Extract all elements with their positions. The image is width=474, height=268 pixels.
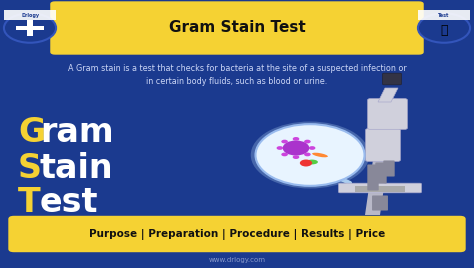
Circle shape <box>283 140 309 155</box>
Text: Gram Stain Test: Gram Stain Test <box>169 20 305 35</box>
Text: Purpose | Preparation | Procedure | Results | Price: Purpose | Preparation | Procedure | Resu… <box>89 229 385 240</box>
Ellipse shape <box>306 159 318 164</box>
Text: 🧪: 🧪 <box>440 24 448 37</box>
Circle shape <box>292 137 299 141</box>
FancyBboxPatch shape <box>375 162 387 184</box>
FancyBboxPatch shape <box>383 73 401 85</box>
Polygon shape <box>378 88 398 102</box>
Circle shape <box>255 124 365 186</box>
Polygon shape <box>365 125 393 215</box>
Circle shape <box>251 121 369 188</box>
Text: in certain body fluids, such as blood or urine.: in certain body fluids, such as blood or… <box>146 77 328 87</box>
FancyBboxPatch shape <box>308 227 462 247</box>
FancyBboxPatch shape <box>372 195 388 211</box>
FancyBboxPatch shape <box>27 20 33 36</box>
Circle shape <box>292 155 299 159</box>
Text: tain: tain <box>40 151 114 184</box>
Text: S: S <box>18 151 42 184</box>
Circle shape <box>4 13 56 43</box>
Ellipse shape <box>312 153 328 157</box>
Circle shape <box>276 146 283 150</box>
Circle shape <box>309 146 315 150</box>
FancyBboxPatch shape <box>418 10 470 20</box>
Text: T: T <box>18 187 41 219</box>
Text: Drlogy: Drlogy <box>21 13 39 18</box>
Circle shape <box>304 140 311 143</box>
FancyBboxPatch shape <box>50 1 424 55</box>
Text: G: G <box>18 117 46 150</box>
FancyBboxPatch shape <box>367 165 379 191</box>
FancyBboxPatch shape <box>4 10 56 20</box>
Text: A Gram stain is a test that checks for bacteria at the site of a suspected infec: A Gram stain is a test that checks for b… <box>68 64 406 73</box>
Ellipse shape <box>334 220 356 230</box>
FancyBboxPatch shape <box>365 129 401 161</box>
FancyBboxPatch shape <box>9 216 465 252</box>
Circle shape <box>300 159 312 166</box>
FancyBboxPatch shape <box>355 186 405 192</box>
Circle shape <box>281 152 288 156</box>
FancyBboxPatch shape <box>338 183 421 193</box>
Text: est: est <box>40 187 99 219</box>
Text: Test: Test <box>438 13 450 18</box>
FancyBboxPatch shape <box>383 161 395 177</box>
Circle shape <box>281 140 288 143</box>
Circle shape <box>304 152 311 156</box>
FancyBboxPatch shape <box>16 26 45 29</box>
Text: www.drlogy.com: www.drlogy.com <box>209 257 265 263</box>
Text: ram: ram <box>40 117 114 150</box>
FancyBboxPatch shape <box>368 99 407 129</box>
Circle shape <box>418 13 470 43</box>
